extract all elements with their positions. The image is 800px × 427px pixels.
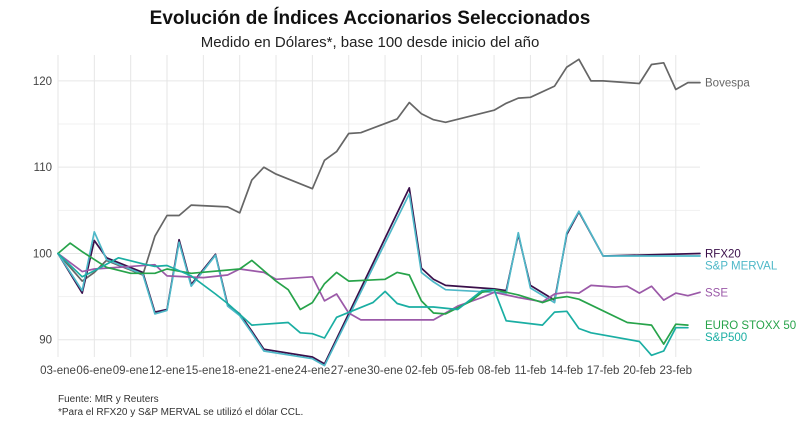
y-tick-label: 110 — [34, 162, 52, 174]
x-tick-label: 05-feb — [441, 365, 474, 377]
footnote: *Para el RFX20 y S&P MERVAL se utilizó e… — [58, 407, 303, 418]
x-tick-label: 03-ene — [40, 365, 76, 377]
x-tick-label: 17-feb — [587, 365, 620, 377]
x-tick-label: 21-ene — [258, 365, 294, 377]
series-line-s-p500 — [57, 252, 689, 357]
series-label-sse: SSE — [705, 287, 728, 299]
x-tick-label: 08-feb — [478, 365, 511, 377]
x-tick-label: 02-feb — [405, 365, 438, 377]
source-note: Fuente: MtR y Reuters — [58, 394, 159, 405]
series-line-euro-stoxx-50 — [57, 242, 689, 345]
series-label-s-p-merval: S&P MERVAL — [705, 260, 778, 272]
x-tick-label: 27-ene — [331, 365, 367, 377]
y-tick-label: 120 — [33, 76, 52, 88]
x-tick-label: 12-ene — [149, 365, 185, 377]
x-tick-label: 06-ene — [76, 365, 112, 377]
x-tick-label: 14-feb — [550, 365, 583, 377]
x-tick-label: 30-ene — [367, 365, 403, 377]
series-line-rfx20 — [57, 187, 701, 365]
series-label-rfx20: RFX20 — [705, 248, 741, 260]
y-axis-ticks: 90 100 110 120 — [33, 76, 52, 347]
series-line-s-p-merval — [57, 193, 701, 367]
x-tick-label: 09-ene — [113, 365, 149, 377]
x-tick-label: 18-ene — [222, 365, 258, 377]
x-axis-ticks: 03-ene 06-ene 09-ene 12-ene 15-ene 18-ene 21-e… — [40, 365, 692, 377]
series-label-euro-stoxx-50: EURO STOXX 50 — [705, 320, 796, 332]
grid — [57, 55, 700, 357]
series-lines — [57, 58, 701, 367]
x-tick-label: 23-feb — [659, 365, 692, 377]
y-tick-label: 90 — [39, 335, 52, 347]
chart-title: Evolución de Índices Accionarios Selecci… — [150, 7, 591, 29]
x-tick-label: 15-ene — [185, 365, 221, 377]
series-line-bovespa — [57, 58, 701, 282]
series-label-bovespa: Bovespa — [705, 78, 750, 90]
x-tick-label: 11-feb — [515, 365, 547, 377]
chart-subtitle: Medido en Dólares*, base 100 desde inici… — [201, 34, 540, 51]
series-label-s-p500: S&P500 — [705, 332, 747, 344]
y-tick-label: 100 — [33, 248, 52, 260]
x-tick-label: 24-ene — [294, 365, 330, 377]
x-tick-label: 20-feb — [623, 365, 656, 377]
